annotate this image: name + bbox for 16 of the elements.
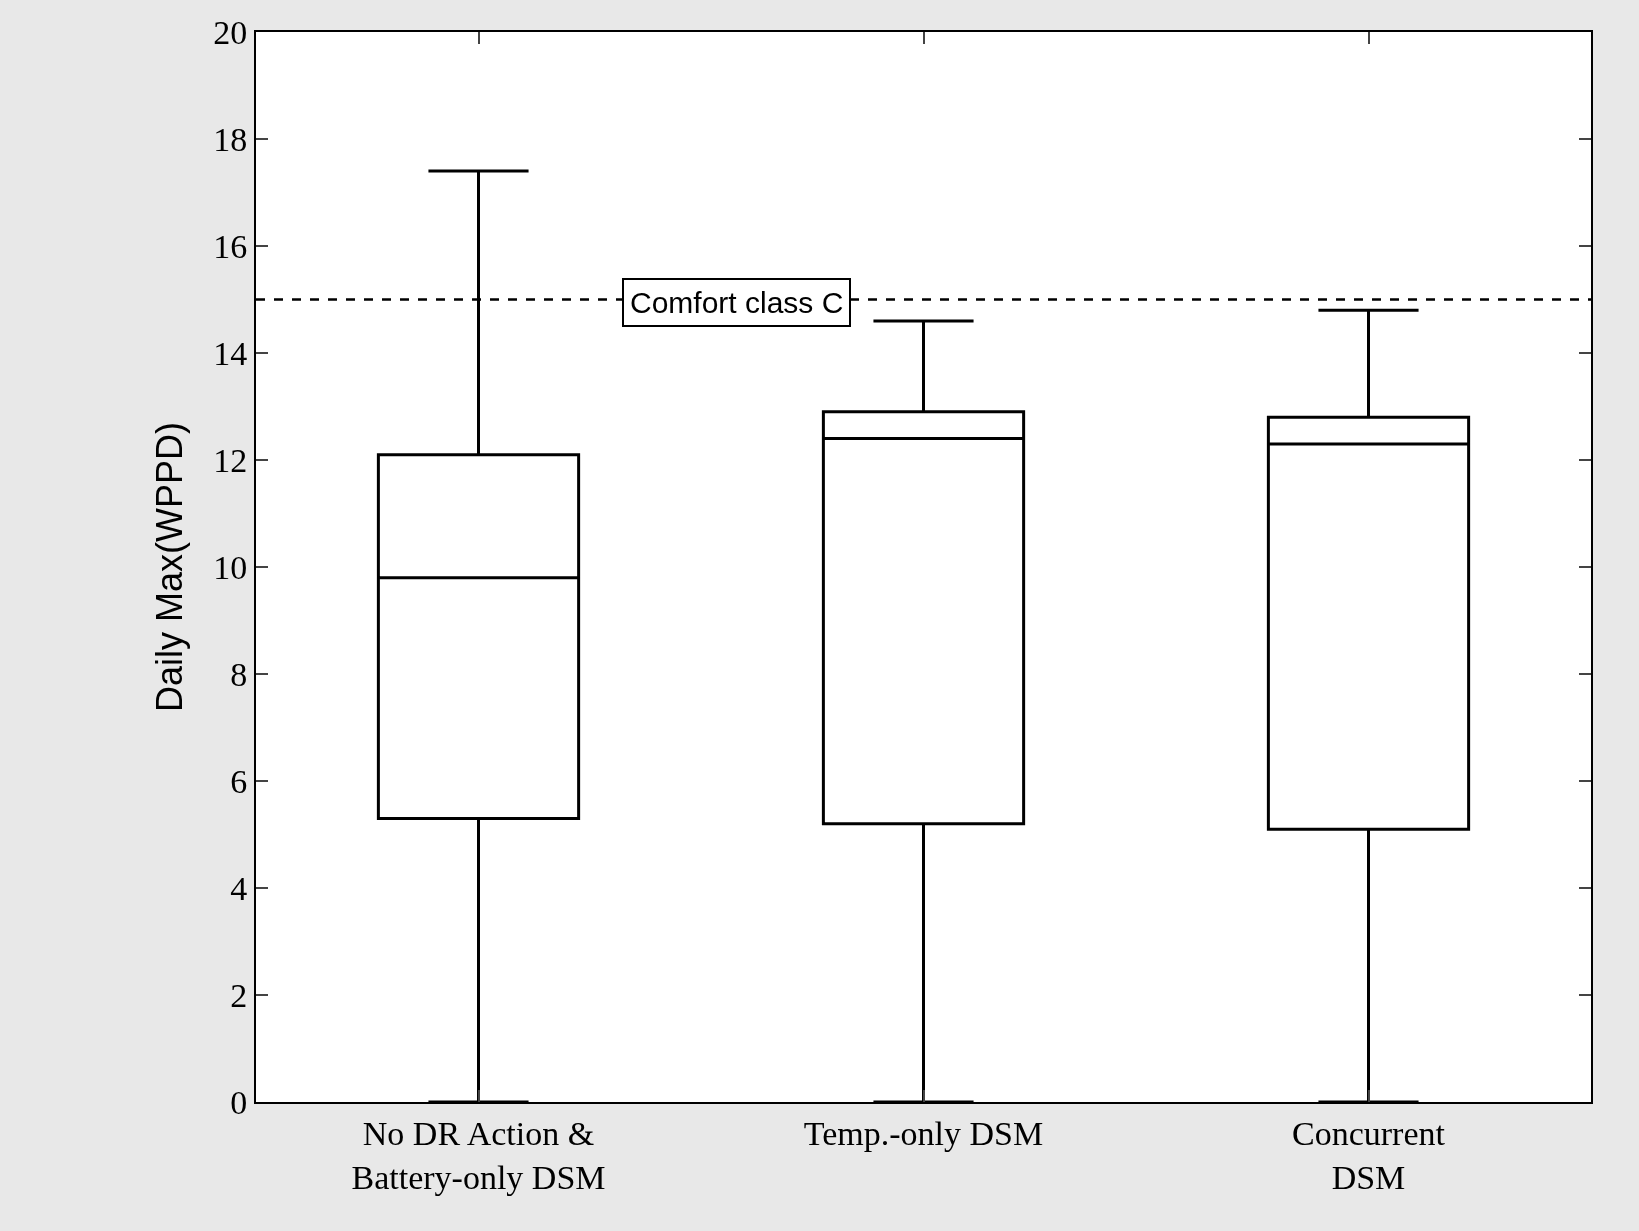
y-tick-label: 8 bbox=[230, 655, 248, 693]
y-tick-label: 0 bbox=[230, 1083, 248, 1121]
y-tick-label: 10 bbox=[213, 548, 248, 586]
x-tick-label: No DR Action & Battery-only DSM bbox=[351, 1114, 606, 1196]
y-tick-label: 20 bbox=[213, 13, 248, 51]
y-tick-label: 18 bbox=[213, 120, 248, 158]
y-axis-title: Daily Max(WPPD) bbox=[148, 421, 190, 713]
y-tick-label: 2 bbox=[230, 976, 248, 1014]
y-tick-label: 16 bbox=[213, 227, 248, 265]
y-tick-label: 6 bbox=[230, 762, 248, 800]
ref-line-label: Comfort class C bbox=[630, 286, 844, 319]
y-tick-label: 14 bbox=[213, 334, 248, 372]
x-tick-label: Temp.-only DSM bbox=[803, 1114, 1044, 1152]
y-tick-label: 12 bbox=[213, 441, 248, 479]
y-tick-label: 4 bbox=[230, 869, 248, 907]
x-tick-label: Concurrent DSM bbox=[1292, 1114, 1446, 1196]
